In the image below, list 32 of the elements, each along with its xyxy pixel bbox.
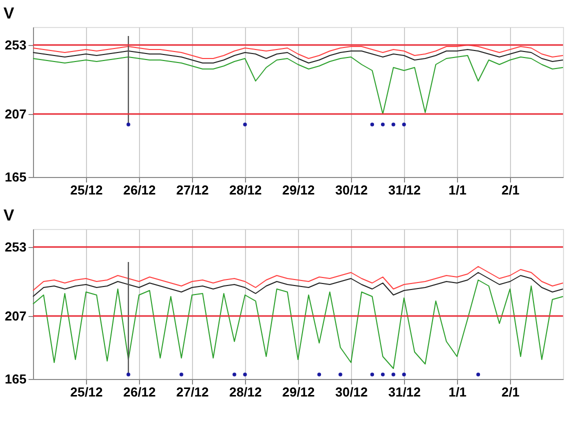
y-tick-label: 253 xyxy=(4,38,26,52)
y-tick-label: 165 xyxy=(4,170,26,184)
line-series xyxy=(32,266,564,291)
y-axis-title: V xyxy=(4,6,14,22)
x-tick-label: 28/12 xyxy=(229,384,262,400)
x-tick-label: 30/12 xyxy=(335,384,368,400)
x-tick-label: 1/1 xyxy=(448,384,467,400)
x-tick-label: 31/12 xyxy=(388,182,421,198)
y-tick-label: 165 xyxy=(4,372,26,386)
line-series xyxy=(32,272,564,297)
x-tick-label: 2/1 xyxy=(501,182,520,198)
x-tick-label: 27/12 xyxy=(176,384,209,400)
y-tick-label: 207 xyxy=(4,308,26,324)
line-series xyxy=(32,55,564,114)
x-tick-label: 28/12 xyxy=(229,182,262,198)
line-series xyxy=(32,44,564,59)
x-tick-label: 31/12 xyxy=(388,384,421,400)
line-series xyxy=(32,280,564,369)
x-tick-label: 26/12 xyxy=(123,384,156,400)
x-tick-label: 25/12 xyxy=(70,384,103,400)
line-series xyxy=(32,49,564,64)
x-tick-label: 26/12 xyxy=(123,182,156,198)
x-tick-label: 29/12 xyxy=(282,384,315,400)
x-tick-label: 29/12 xyxy=(282,182,315,198)
x-tick-label: 1/1 xyxy=(448,182,467,198)
x-tick-label: 2/1 xyxy=(501,384,520,400)
x-tick-label: 25/12 xyxy=(70,182,103,198)
x-tick-label: 27/12 xyxy=(176,182,209,198)
y-tick-label: 207 xyxy=(4,106,26,122)
y-tick-label: 253 xyxy=(4,240,26,254)
x-tick-label: 30/12 xyxy=(335,182,368,198)
y-axis-title: V xyxy=(4,208,14,224)
